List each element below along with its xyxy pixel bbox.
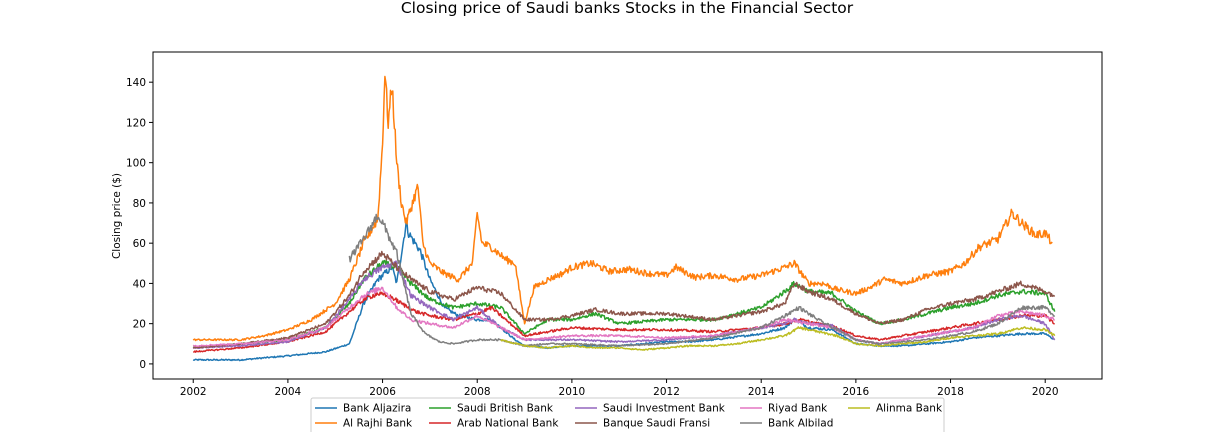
y-tick-label: 0 bbox=[139, 359, 146, 371]
chart-title: Closing price of Saudi banks Stocks in t… bbox=[401, 0, 854, 17]
legend-label: Saudi British Bank bbox=[457, 403, 554, 415]
x-tick-label: 2020 bbox=[1032, 386, 1059, 398]
series-line-8 bbox=[348, 213, 1056, 348]
series-line-2 bbox=[192, 75, 1053, 342]
y-tick-label: 60 bbox=[133, 238, 146, 250]
plot-area bbox=[152, 51, 1103, 380]
y-tick-label: 40 bbox=[133, 278, 146, 290]
y-tick-label: 120 bbox=[126, 117, 146, 129]
x-tick-label: 2006 bbox=[369, 386, 396, 398]
x-tick-label: 2016 bbox=[843, 386, 870, 398]
legend-label: Riyad Bank bbox=[768, 403, 828, 415]
y-axis: 0 20 40 60 80 100 120 140 bbox=[126, 77, 153, 371]
x-tick-label: 2010 bbox=[559, 386, 586, 398]
x-tick-label: 2008 bbox=[464, 386, 491, 398]
series-line-4 bbox=[193, 291, 1055, 353]
series-lines bbox=[192, 75, 1056, 362]
y-tick-label: 100 bbox=[126, 158, 146, 170]
x-tick-label: 2002 bbox=[180, 386, 207, 398]
x-tick-label: 2014 bbox=[748, 386, 775, 398]
x-tick-label: 2018 bbox=[937, 386, 964, 398]
y-tick-label: 20 bbox=[133, 319, 146, 331]
series-line-9 bbox=[500, 326, 1056, 351]
x-tick-label: 2004 bbox=[275, 386, 302, 398]
series-line-6 bbox=[192, 250, 1056, 349]
legend-label: Arab National Bank bbox=[457, 418, 559, 430]
legend-label: Bank Albilad bbox=[768, 418, 833, 430]
legend-frame bbox=[310, 397, 945, 432]
legend-label: Saudi Investment Bank bbox=[603, 403, 726, 415]
y-axis-label: Closing price ($) bbox=[111, 173, 123, 259]
legend-label: Al Rajhi Bank bbox=[343, 418, 413, 430]
y-tick-label: 140 bbox=[126, 77, 146, 89]
x-axis: 2002 2004 2006 2008 2010 2012 2014 2016 2018 2020 bbox=[180, 379, 1059, 398]
legend: Bank Aljazira Al Rajhi Bank Saudi British … bbox=[310, 397, 945, 432]
legend-label: Bank Aljazira bbox=[343, 403, 411, 415]
legend-label: Alinma Bank bbox=[876, 403, 943, 415]
y-tick-label: 80 bbox=[133, 198, 146, 210]
series-line-7 bbox=[192, 286, 1056, 348]
legend-label: Banque Saudi Fransi bbox=[603, 418, 710, 430]
x-tick-label: 2012 bbox=[653, 386, 680, 398]
